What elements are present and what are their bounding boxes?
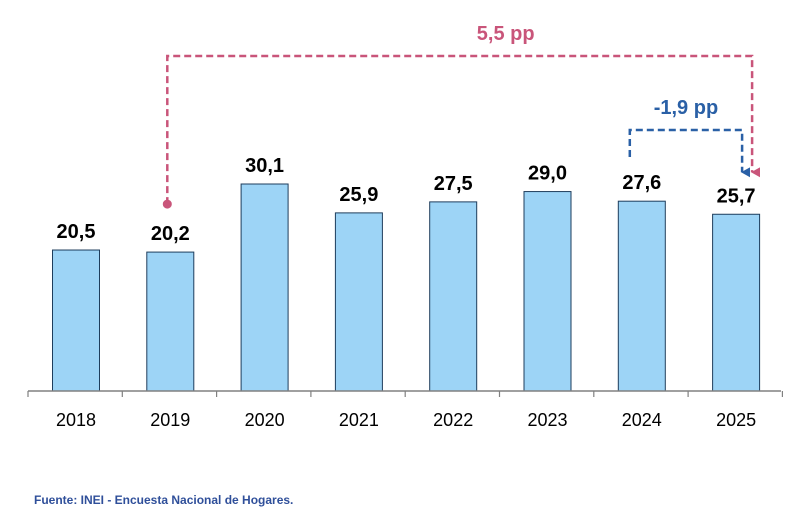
x-axis: 2018 2019 2020 2021 2022 2023 2024 2025 [27, 390, 784, 430]
annotation-5-5pp-start-dot [162, 199, 172, 209]
x-tick-label-2018: 2018 [56, 410, 96, 430]
bar-2022 [429, 201, 478, 392]
value-label-2024: 27,6 [622, 172, 661, 194]
annotation-minus-1-9pp-bracket [628, 128, 751, 178]
bar-2023 [523, 191, 572, 392]
annotation-minus-1-9pp-label: -1,9 pp [654, 97, 718, 119]
x-tick-label-2021: 2021 [339, 410, 379, 430]
value-label-2021: 25,9 [339, 184, 378, 206]
x-tick-label-2024: 2024 [622, 410, 662, 430]
x-tick-label-2019: 2019 [150, 410, 190, 430]
value-label-2022: 27,5 [434, 173, 473, 195]
bar-2025 [712, 213, 761, 392]
bar-2019 [146, 251, 195, 392]
value-label-2025: 25,7 [717, 185, 756, 207]
x-tick-label-2025: 2025 [716, 410, 756, 430]
annotation-5-5pp-label: 5,5 pp [477, 23, 535, 45]
bar-2018 [52, 249, 100, 392]
value-label-2023: 29,0 [528, 163, 567, 185]
bar-2021 [334, 212, 383, 392]
bars-group [52, 183, 761, 392]
annotation-5-5pp-bracket [166, 54, 761, 205]
x-tick-label-2020: 2020 [245, 410, 285, 430]
annotations-group: 5,5 pp -1,9 pp [162, 23, 761, 209]
x-tick-label-2022: 2022 [433, 410, 473, 430]
source-note: Fuente: INEI - Encuesta Nacional de Hoga… [34, 493, 294, 507]
x-tick-label-2023: 2023 [527, 410, 567, 430]
value-label-2019: 20,2 [151, 223, 190, 245]
bar-2020 [240, 183, 289, 392]
value-labels-group: 20,5 20,2 30,1 25,9 27,5 29,0 27,6 25,7 [57, 155, 756, 245]
bar-2024 [617, 200, 666, 392]
value-label-2020: 30,1 [245, 155, 284, 177]
value-label-2018: 20,5 [57, 221, 96, 243]
